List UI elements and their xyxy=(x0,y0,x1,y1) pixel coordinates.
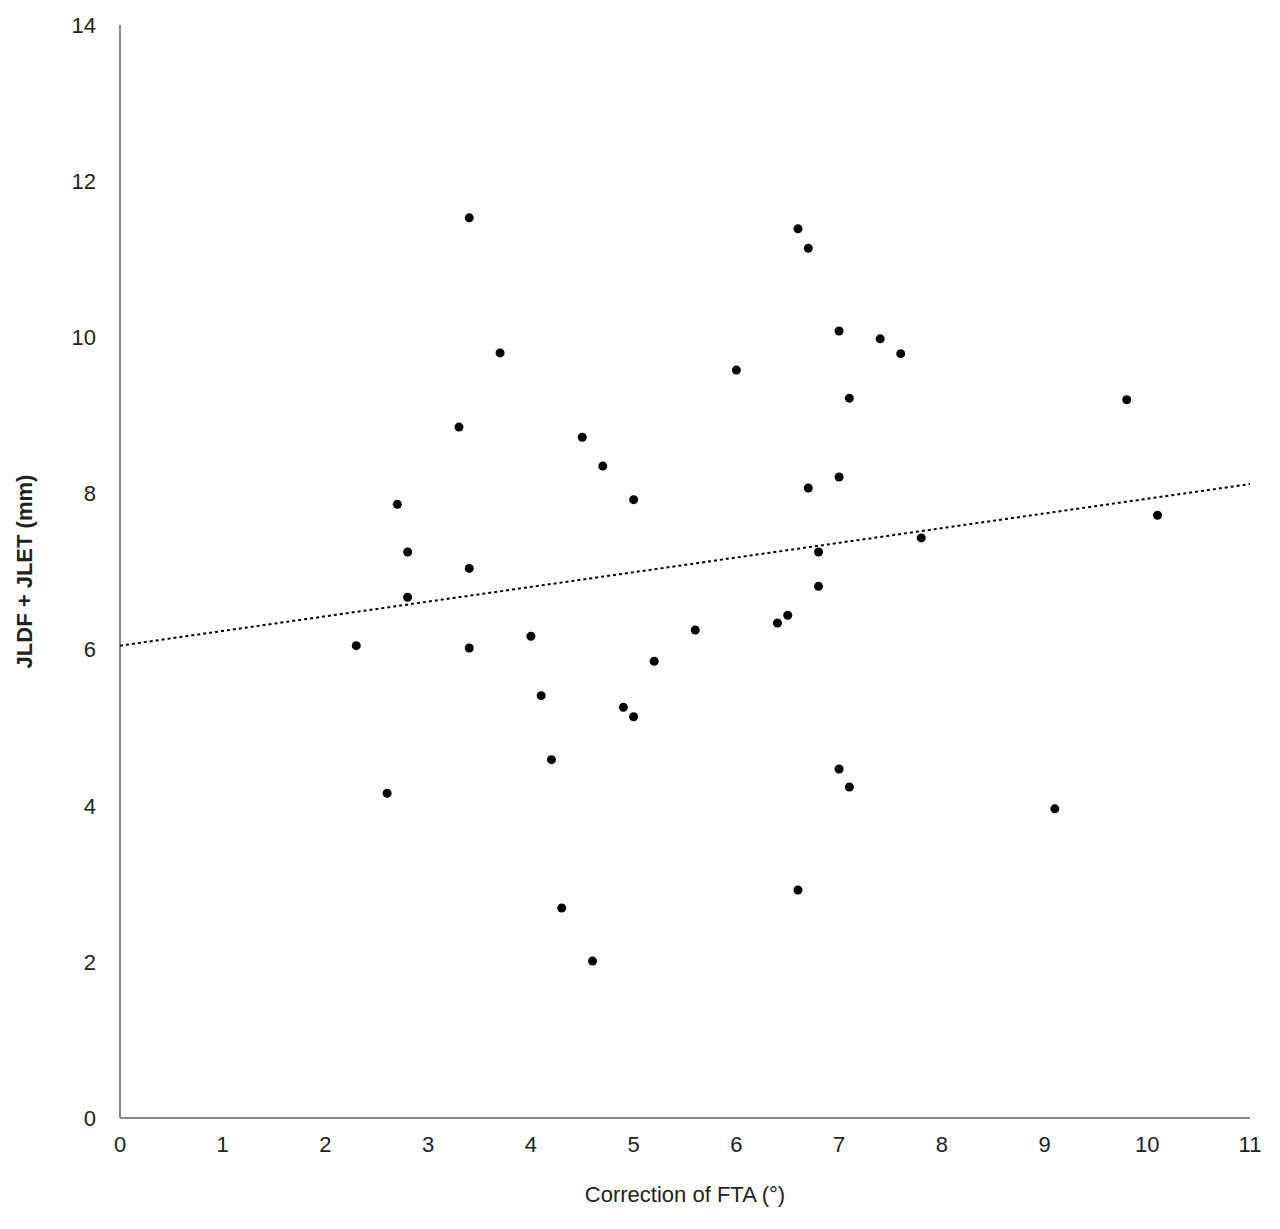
svg-text:7: 7 xyxy=(833,1132,845,1157)
svg-text:3: 3 xyxy=(422,1132,434,1157)
svg-text:11: 11 xyxy=(1239,1132,1262,1157)
svg-text:10: 10 xyxy=(72,325,96,350)
svg-text:14: 14 xyxy=(72,13,96,38)
svg-text:Correction of FTA (°): Correction of FTA (°) xyxy=(585,1182,785,1207)
svg-text:4: 4 xyxy=(525,1132,537,1157)
svg-text:8: 8 xyxy=(936,1132,948,1157)
svg-text:1: 1 xyxy=(217,1132,229,1157)
svg-text:4: 4 xyxy=(84,794,96,819)
svg-text:JLDF + JLET (mm): JLDF + JLET (mm) xyxy=(12,475,37,669)
svg-text:10: 10 xyxy=(1135,1132,1159,1157)
svg-text:2: 2 xyxy=(319,1132,331,1157)
svg-text:6: 6 xyxy=(84,637,96,662)
svg-text:2: 2 xyxy=(84,950,96,975)
svg-text:9: 9 xyxy=(1038,1132,1050,1157)
svg-text:8: 8 xyxy=(84,481,96,506)
svg-text:0: 0 xyxy=(114,1132,126,1157)
svg-text:0: 0 xyxy=(84,1106,96,1131)
svg-text:5: 5 xyxy=(628,1132,640,1157)
svg-text:12: 12 xyxy=(72,169,96,194)
svg-text:6: 6 xyxy=(730,1132,742,1157)
